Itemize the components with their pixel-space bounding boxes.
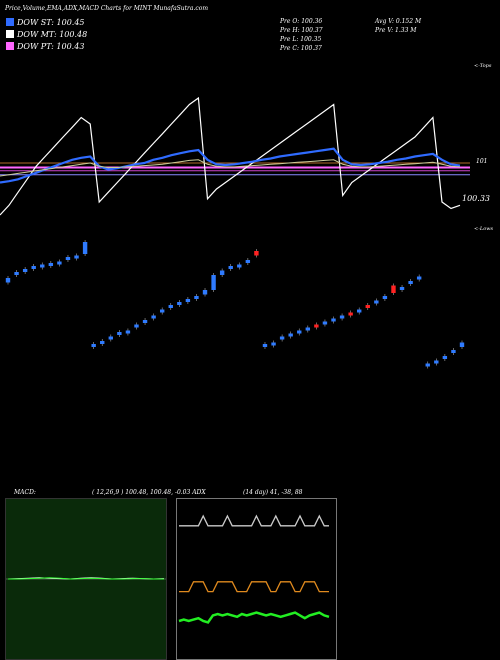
candle-19 — [168, 305, 173, 308]
prev-open: Pre O: 100.36 — [280, 18, 323, 25]
candle-7 — [65, 257, 71, 260]
adx-series-2 — [178, 611, 330, 624]
candle-3 — [31, 266, 36, 269]
candle-48 — [416, 276, 422, 280]
candle-25 — [219, 270, 225, 275]
candle-43 — [374, 300, 379, 304]
candle-8 — [74, 255, 79, 259]
candle-50 — [434, 360, 439, 364]
lows-label: <-Lows — [474, 226, 494, 232]
candle-41 — [357, 309, 362, 313]
candle-15 — [134, 324, 139, 328]
ema-series-1 — [0, 147, 461, 184]
candle-21 — [185, 299, 191, 302]
candle-11 — [100, 341, 105, 344]
candle-1 — [14, 272, 19, 275]
candle-20 — [177, 302, 182, 305]
adx-panel — [176, 498, 337, 660]
candle-35 — [305, 327, 311, 331]
candle-2 — [22, 269, 28, 272]
candle-6 — [57, 261, 62, 265]
candle-28 — [245, 260, 251, 263]
candle-52 — [451, 350, 456, 353]
candle-45 — [391, 285, 396, 293]
dow-mt-label: DOW MT: 100.48 — [17, 30, 88, 39]
dow-st-label: DOW ST: 100.45 — [17, 18, 85, 27]
level-101-label: 101 — [476, 158, 488, 165]
candle-22 — [194, 296, 199, 299]
prev-high: Pre H: 100.37 — [280, 27, 323, 34]
candle-12 — [108, 336, 113, 340]
candle-31 — [271, 342, 276, 346]
adx-values: (14 day) 41, -38, 88 — [243, 489, 303, 496]
candle-49 — [425, 363, 430, 367]
candle-37 — [322, 321, 328, 325]
prev-close: Pre C: 100.37 — [280, 45, 322, 52]
adx-series-1 — [179, 581, 329, 593]
candle-40 — [348, 312, 353, 316]
candle-5 — [48, 263, 54, 266]
last-price-label: 100.33 — [462, 194, 490, 203]
dow-pt-label: DOW PT: 100.43 — [17, 42, 85, 51]
dow-pt-swatch — [6, 42, 14, 50]
adx-chart — [178, 514, 330, 624]
candle-0 — [5, 278, 11, 283]
candle-4 — [40, 264, 45, 268]
ema-series-2 — [0, 159, 461, 177]
dow-st-swatch — [6, 18, 14, 26]
candle-33 — [288, 333, 293, 337]
price-ema-chart — [0, 96, 470, 216]
candle-30 — [262, 344, 268, 347]
candle-46 — [399, 287, 405, 290]
candle-14 — [125, 330, 131, 334]
candlestick-chart — [5, 240, 465, 369]
candle-23 — [202, 290, 208, 295]
candle-53 — [459, 342, 465, 347]
tops-label: <-Tops — [474, 63, 492, 69]
candle-17 — [151, 315, 156, 319]
candle-24 — [211, 275, 216, 290]
macd-chart — [6, 577, 166, 580]
candle-10 — [91, 344, 96, 347]
candle-29 — [254, 251, 259, 256]
macd-series-1 — [8, 577, 164, 580]
macd-panel — [5, 498, 167, 660]
chart-title: Price,Volume,EMA,ADX,MACD Charts for MIN… — [5, 5, 209, 12]
prev-volume: Pre V: 1.33 M — [375, 27, 417, 34]
candle-39 — [339, 315, 345, 319]
candle-18 — [159, 309, 165, 313]
candle-32 — [279, 336, 285, 340]
candle-44 — [382, 296, 388, 299]
dow-mt-swatch — [6, 30, 14, 38]
candle-51 — [442, 356, 448, 359]
candle-42 — [365, 305, 370, 308]
candle-47 — [408, 281, 413, 284]
macd-label: MACD: — [14, 489, 36, 496]
candle-27 — [237, 264, 242, 268]
candle-38 — [331, 318, 336, 322]
macd-values: ( 12,26,9 ) 100.48, 100.48, -0.03 ADX — [92, 489, 206, 496]
adx-series-0 — [179, 514, 329, 527]
candle-9 — [82, 242, 88, 254]
candle-13 — [117, 332, 122, 335]
candle-26 — [228, 266, 233, 269]
candle-16 — [142, 320, 148, 323]
avg-volume: Avg V: 0.152 M — [375, 18, 422, 25]
candle-34 — [297, 330, 302, 334]
candle-36 — [314, 324, 319, 328]
ema-series-0 — [0, 96, 461, 216]
prev-low: Pre L: 100.35 — [280, 36, 322, 43]
